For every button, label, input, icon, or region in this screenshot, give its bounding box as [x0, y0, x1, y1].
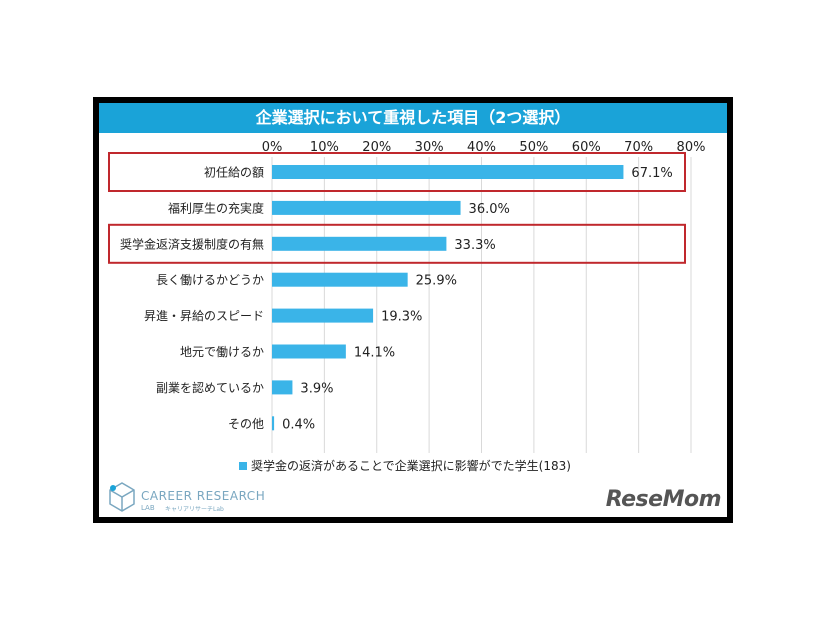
logo-sub-text: キャリアリサーチLab [165, 506, 224, 513]
value-label: 14.1% [354, 346, 395, 361]
x-tick-label: 30% [415, 140, 444, 155]
resemom-logo-text: ReseMom [605, 487, 722, 512]
bar [272, 416, 275, 431]
bar [272, 272, 408, 287]
legend-label: 奨学金の返済があることで企業選択に影響がでた学生(183) [251, 458, 571, 473]
value-label: 67.1% [631, 166, 672, 181]
career-research-lab-logo: CAREER RESEARCH LAB キャリアリサーチLab [107, 481, 265, 515]
value-labels: 67.1% 36.0% 33.3% 25.9% 19.3% 14.1% 3.9% 0.4% [282, 166, 673, 432]
x-tick-label: 80% [677, 140, 706, 155]
category-label: 奨学金返済支援制度の有無 [120, 236, 264, 251]
logo-lab-text: LAB [141, 504, 155, 512]
cube-logo-icon [109, 482, 135, 512]
category-labels: 初任給の額福利厚生の充実度奨学金返済支援制度の有無長く働けるかどうか昇進・昇給の… [120, 166, 264, 431]
gridlines [271, 157, 692, 453]
chart-title: 企業選択において重視した項目（2つ選択） [255, 108, 571, 127]
value-label: 36.0% [469, 202, 510, 217]
x-tick-label: 0% [262, 140, 283, 155]
legend: 奨学金の返済があることで企業選択に影響がでた学生(183) [239, 458, 571, 473]
resemom-watermark: ReseMom [605, 487, 722, 515]
x-tick-label: 50% [519, 140, 548, 155]
bar-chart: 0% 10% 20% 30% 40% 50% 60% 70% 80% 初任給の額福利厚生の充実度… [108, 140, 706, 473]
category-label: 副業を認めているか [156, 380, 264, 395]
bar [272, 308, 374, 323]
category-label: その他 [228, 417, 264, 431]
highlight-box [108, 223, 686, 264]
value-label: 19.3% [381, 310, 422, 325]
category-label: 福利厚生の充実度 [168, 200, 264, 215]
bar [272, 200, 461, 215]
x-tick-label: 10% [310, 140, 339, 155]
highlight-boxes [108, 152, 686, 264]
x-tick-label: 40% [467, 140, 496, 155]
value-label: 25.9% [416, 274, 457, 289]
category-label: 昇進・昇給のスピード [144, 309, 264, 323]
category-label: 初任給の額 [204, 166, 264, 180]
chart-panel: 企業選択において重視した項目（2つ選択） 0% 10% 20% 30% 40% 50% 60… [99, 103, 727, 517]
bar [272, 344, 346, 359]
bars [272, 165, 624, 431]
value-label: 33.3% [454, 238, 495, 253]
category-label: 長く働けるかどうか [156, 273, 264, 287]
category-label: 地元で働けるか [180, 345, 264, 359]
x-tick-label: 60% [572, 140, 601, 155]
chart-frame: 企業選択において重視した項目（2つ選択） 0% 10% 20% 30% 40% 50% 60… [93, 97, 733, 523]
legend-swatch [239, 462, 247, 470]
title-bar: 企業選択において重視した項目（2つ選択） [99, 103, 727, 133]
highlight-box [108, 152, 686, 192]
logo-text: CAREER RESEARCH [141, 489, 266, 503]
bar [272, 165, 624, 179]
bar [272, 236, 447, 251]
value-label: 3.9% [300, 381, 333, 396]
x-axis-ticks: 0% 10% 20% 30% 40% 50% 60% 70% 80% [262, 140, 706, 155]
x-tick-label: 20% [362, 140, 391, 155]
bar [272, 380, 293, 395]
value-label: 0.4% [282, 417, 315, 432]
x-tick-label: 70% [624, 140, 653, 155]
